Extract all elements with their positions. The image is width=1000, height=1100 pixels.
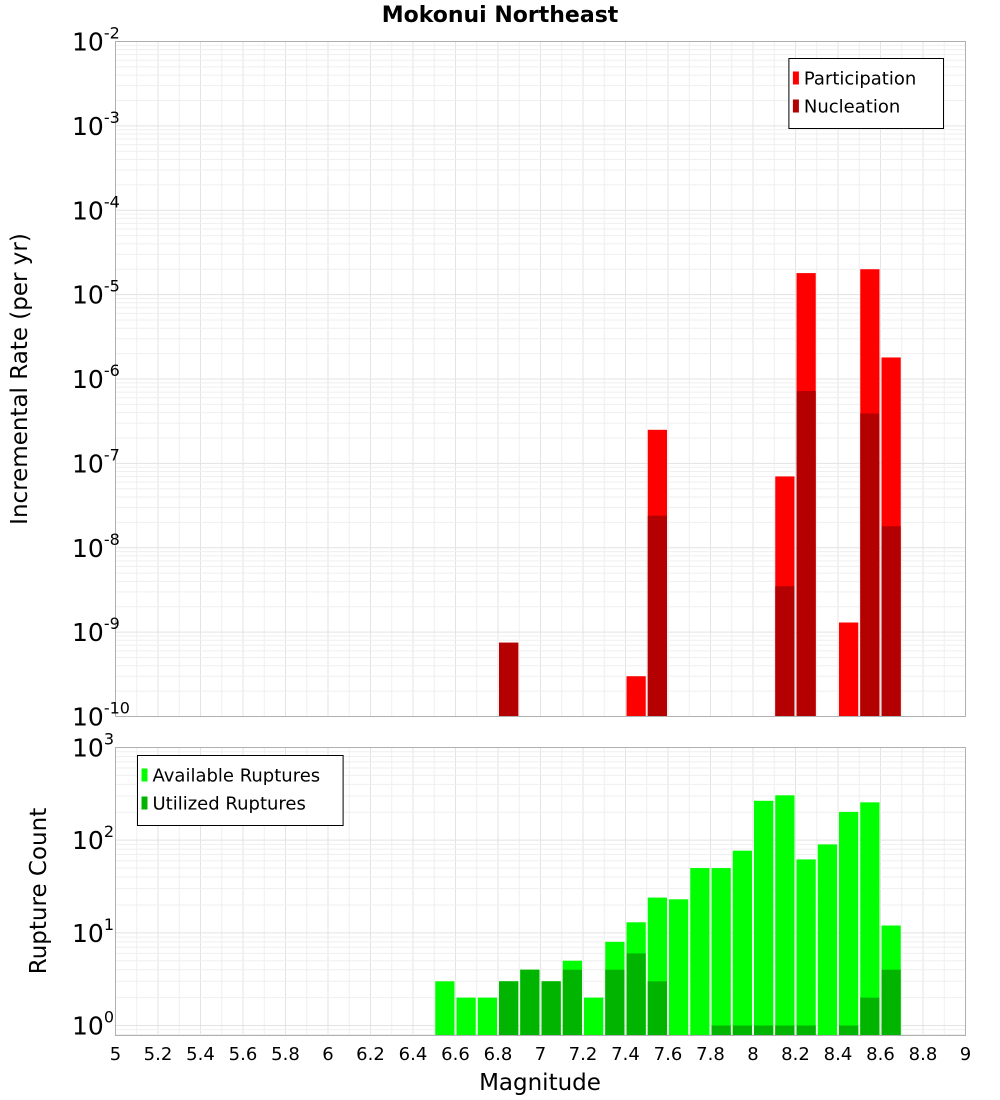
rate-legend: Participation Nucleation: [788, 58, 945, 129]
x-tick-label: 8.8: [909, 1044, 938, 1065]
count-bar-utilized-ruptures: [754, 1025, 774, 1036]
rate-y-tick-label: 10-9: [72, 614, 120, 647]
count-bar-available-ruptures: [732, 850, 752, 1036]
count-bar-utilized-ruptures: [711, 1025, 731, 1036]
x-tick-label: 8: [747, 1044, 758, 1065]
x-tick-label: 6.4: [399, 1044, 428, 1065]
x-tick-label: 6.8: [484, 1044, 513, 1065]
count-bar-utilized-ruptures: [647, 981, 667, 1036]
count-panel: 103 102 101 100 5 5.2 5.4 5.6 5.8 6 6.2 6.4 6.6 6.8 7…: [26, 730, 971, 1097]
rate-legend-label: Nucleation: [804, 97, 900, 118]
count-bar-available-ruptures: [584, 997, 604, 1036]
x-tick-label: 7.2: [569, 1044, 598, 1065]
rate-legend-box: [788, 58, 945, 129]
count-bar-utilized-ruptures: [839, 1025, 859, 1036]
rate-y-tick-label: 10-7: [72, 445, 120, 478]
rate-y-tick-label: 10-2: [72, 24, 120, 57]
rate-panel: 10-2 10-3 10-4 10-5 10-6 10-7 10-8 10-9 10-10 In…: [7, 24, 966, 732]
count-bar-utilized-ruptures: [626, 953, 646, 1036]
rate-bar-participation: [626, 676, 646, 717]
rate-y-tick-label: 10-4: [72, 192, 120, 225]
x-ticks: 5 5.2 5.4 5.6 5.8 6 6.2 6.4 6.6 6.8 7 7.2 7.4 7.6 7.8 8…: [110, 1044, 971, 1065]
count-bar-utilized-ruptures: [775, 1025, 795, 1036]
rate-legend-swatch: [792, 99, 799, 113]
count-bar-available-ruptures: [817, 844, 837, 1036]
rate-y-axis-label: Incremental Rate (per yr): [7, 233, 33, 525]
rate-y-tick-label: 10-5: [72, 277, 120, 310]
count-bar-utilized-ruptures: [796, 1025, 816, 1036]
rate-y-tick-label: 10-8: [72, 530, 120, 563]
x-tick-label: 5.6: [229, 1044, 258, 1065]
count-bar-utilized-ruptures: [860, 997, 880, 1036]
count-legend-label: Available Ruptures: [153, 766, 321, 787]
x-tick-label: 5.8: [271, 1044, 300, 1065]
count-bar-utilized-ruptures: [520, 969, 540, 1036]
count-bar-utilized-ruptures: [605, 969, 625, 1036]
count-y-tick-label: 100: [72, 1008, 114, 1041]
count-bar-available-ruptures: [860, 802, 880, 1036]
rate-bar-nucleation: [499, 642, 519, 717]
rate-grid: [115, 41, 966, 717]
x-tick-label: 6: [322, 1044, 333, 1065]
rate-y-tick-label: 10-6: [72, 361, 120, 394]
count-bar-utilized-ruptures: [499, 981, 519, 1036]
count-bar-available-ruptures: [754, 800, 774, 1036]
rate-y-tick-label: 10-10: [72, 699, 130, 732]
count-bars: [435, 795, 901, 1036]
rate-legend-label: Participation: [804, 69, 916, 90]
count-y-ticks: 103 102 101 100: [72, 730, 114, 1041]
count-bar-available-ruptures: [839, 811, 859, 1036]
count-y-tick-label: 103: [72, 730, 114, 763]
count-legend: Available Ruptures Utilized Ruptures: [137, 755, 344, 826]
count-bar-utilized-ruptures: [541, 981, 561, 1036]
x-tick-label: 7.4: [611, 1044, 640, 1065]
rate-bar-nucleation: [860, 413, 880, 717]
count-bar-available-ruptures: [690, 868, 710, 1036]
x-tick-label: 7.8: [696, 1044, 725, 1065]
rate-legend-swatch: [792, 71, 799, 85]
count-bar-available-ruptures: [456, 997, 476, 1036]
chart-title: Mokonui Northeast: [382, 3, 619, 28]
rate-bar-participation: [839, 622, 859, 717]
count-bar-available-ruptures: [435, 981, 455, 1036]
count-y-tick-label: 102: [72, 822, 114, 855]
rate-bars: [499, 269, 901, 717]
count-y-tick-label: 101: [72, 915, 114, 948]
x-tick-label: 9: [960, 1044, 971, 1065]
x-tick-label: 7: [535, 1044, 546, 1065]
rate-plot-frame: [115, 41, 966, 717]
count-bar-available-ruptures: [775, 795, 795, 1036]
x-tick-label: 5.2: [144, 1044, 173, 1065]
count-bar-utilized-ruptures: [881, 969, 901, 1036]
x-tick-label: 6.6: [441, 1044, 470, 1065]
rate-bar-nucleation: [647, 515, 667, 717]
count-y-axis-label: Rupture Count: [26, 808, 52, 974]
count-bar-utilized-ruptures: [732, 1025, 752, 1036]
count-legend-box: [137, 755, 344, 826]
count-legend-label: Utilized Ruptures: [153, 794, 306, 815]
x-tick-label: 5.4: [186, 1044, 215, 1065]
rate-bar-nucleation: [775, 586, 795, 717]
count-bar-available-ruptures: [669, 899, 689, 1036]
count-legend-swatch: [141, 768, 148, 782]
rate-bar-nucleation: [881, 526, 901, 717]
count-plot-frame: [115, 747, 966, 1036]
x-tick-label: 8.4: [824, 1044, 853, 1065]
count-legend-swatch: [141, 796, 148, 810]
x-axis-label: Magnitude: [479, 1070, 601, 1096]
x-tick-label: 8.2: [781, 1044, 810, 1065]
x-tick-label: 5: [110, 1044, 121, 1065]
count-bar-utilized-ruptures: [562, 969, 582, 1036]
count-bar-available-ruptures: [477, 997, 497, 1036]
count-bar-available-ruptures: [711, 868, 731, 1036]
rate-y-tick-label: 10-3: [72, 108, 120, 141]
rate-y-ticks: 10-2 10-3 10-4 10-5 10-6 10-7 10-8 10-9 10-10: [72, 24, 130, 732]
x-tick-label: 7.6: [654, 1044, 683, 1065]
count-bar-available-ruptures: [796, 859, 816, 1036]
rate-bar-nucleation: [796, 391, 816, 717]
x-tick-label: 8.6: [866, 1044, 895, 1065]
x-tick-label: 6.2: [356, 1044, 385, 1065]
